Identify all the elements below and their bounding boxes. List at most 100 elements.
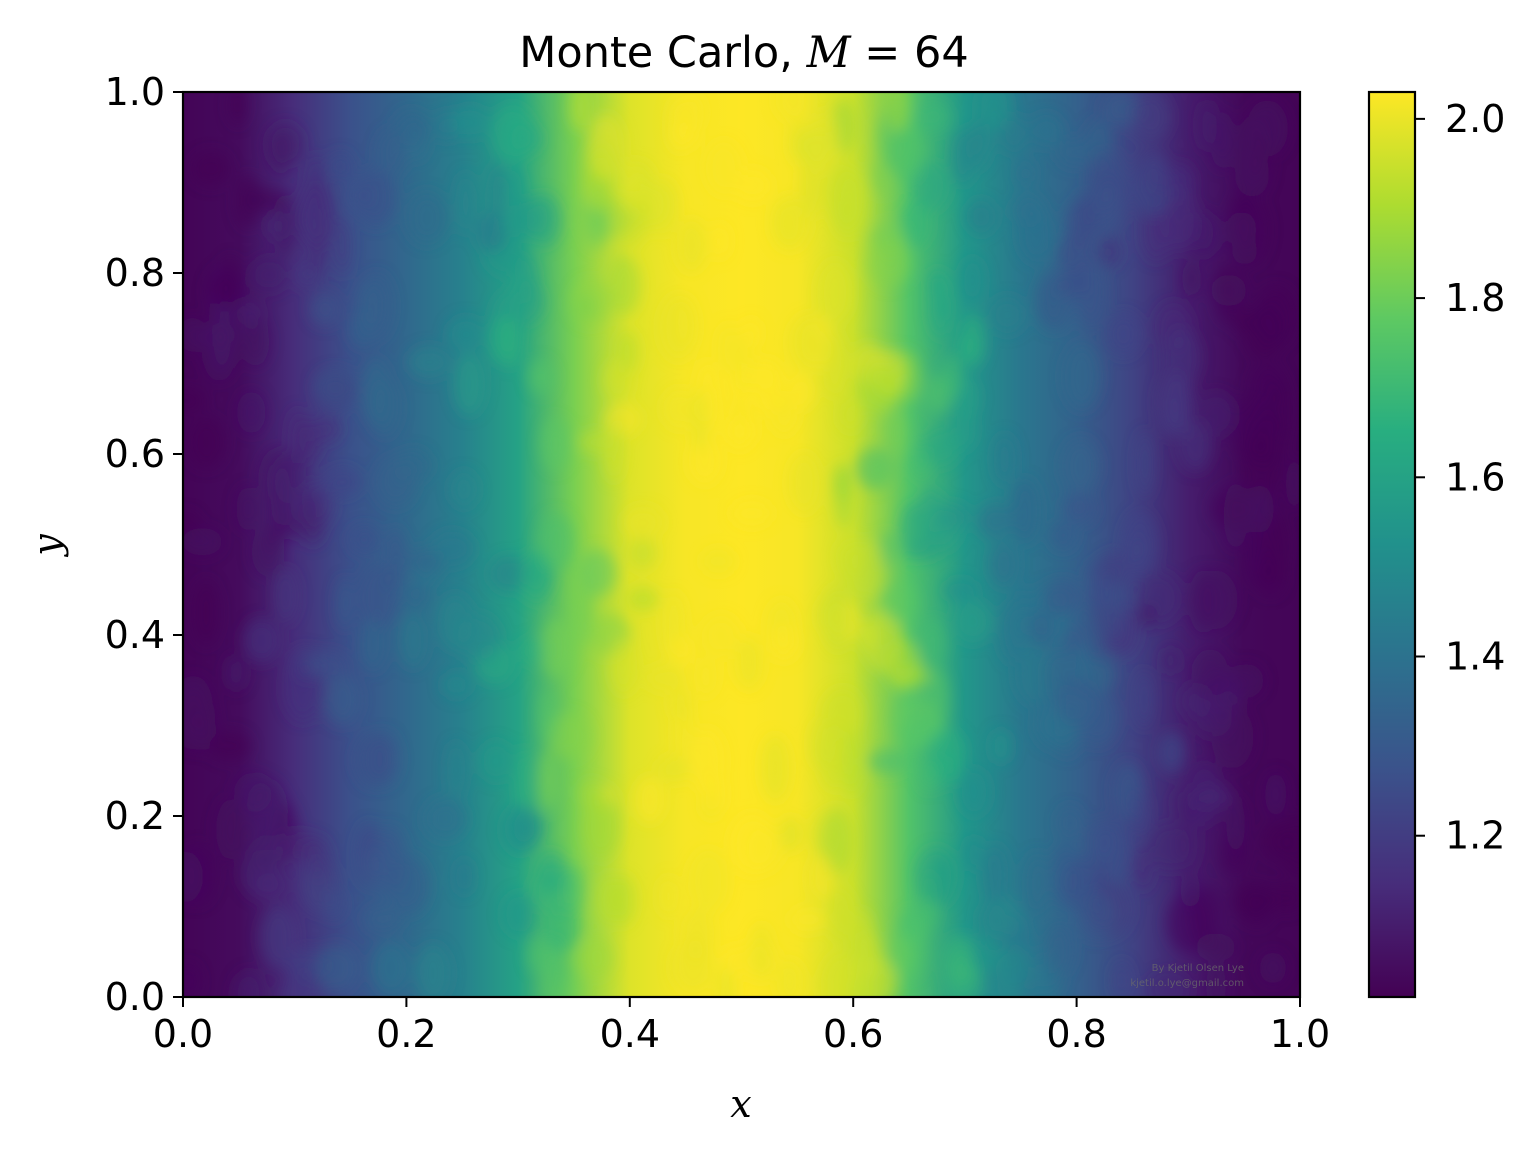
heatmap-patch — [1206, 959, 1226, 997]
heatmap-patch — [714, 966, 737, 997]
heatmap-patch — [324, 673, 361, 726]
heatmap-patch — [915, 846, 958, 905]
heatmap-patch — [669, 686, 692, 720]
heatmap-patch — [365, 849, 386, 886]
heatmap-patch — [626, 586, 659, 612]
heatmap-patch — [192, 151, 230, 186]
heatmap-patch — [1188, 569, 1220, 634]
chart-title-text: Monte Carlo, — [519, 28, 806, 78]
heatmap-patch — [808, 855, 834, 902]
heatmap-patch — [1101, 92, 1141, 128]
heatmap-patch — [1018, 206, 1055, 263]
heatmap-patch — [1255, 285, 1297, 346]
heatmap-patch — [1055, 678, 1098, 725]
heatmap-patch — [615, 160, 647, 212]
heatmap-patch — [537, 512, 575, 571]
heatmap-patch — [1226, 211, 1257, 247]
heatmap-patch — [245, 779, 288, 844]
heatmap-patch — [1161, 646, 1180, 675]
colorbar-tick-label: 1.4 — [1445, 635, 1505, 679]
heatmap-patch — [518, 551, 554, 605]
heatmap-patch — [1196, 391, 1236, 438]
heatmap-patch — [456, 613, 501, 662]
heatmap-patch — [1267, 884, 1300, 912]
heatmap-patch — [891, 933, 912, 977]
heatmap-patch — [1228, 663, 1264, 698]
heatmap-patch — [919, 617, 946, 671]
heatmap-patch — [453, 353, 486, 416]
heatmap-patch — [772, 201, 802, 249]
heatmap-patch — [364, 906, 402, 933]
heatmap-patch — [978, 503, 1014, 540]
heatmap-patch — [281, 972, 321, 997]
heatmap-patch — [695, 656, 717, 698]
heatmap-patch — [1098, 236, 1122, 268]
heatmap-patch — [1242, 433, 1280, 500]
heatmap-patch — [1226, 796, 1245, 853]
heatmap-patch — [789, 118, 806, 165]
heatmap-patch — [478, 740, 514, 782]
heatmap-patch — [610, 638, 638, 695]
heatmap-patch — [731, 500, 773, 526]
heatmap-patch — [645, 665, 686, 691]
heatmap-patch — [1011, 478, 1040, 545]
heatmap-patch — [761, 734, 790, 802]
heatmap-patch — [957, 767, 991, 818]
heatmap-patch — [959, 256, 986, 305]
y-tick-label: 0.6 — [105, 432, 165, 476]
heatmap-patch — [779, 816, 803, 852]
heatmap-patch — [1158, 731, 1186, 774]
heatmap-patch — [539, 618, 574, 679]
heatmap-patch — [486, 162, 508, 230]
heatmap-patch — [1182, 260, 1201, 297]
x-axis: 0.0 0.2 0.4 0.6 0.8 1.0 — [153, 997, 1330, 1056]
heatmap-patch — [242, 617, 281, 664]
heatmap-patch — [305, 650, 349, 680]
heatmap-patch — [1014, 640, 1052, 705]
heatmap-patch — [844, 729, 862, 796]
heatmap-patch — [582, 796, 621, 858]
heatmap-patch — [877, 368, 901, 400]
heatmap-patch — [989, 728, 1013, 765]
heatmap-patch — [1057, 138, 1091, 167]
heatmap-patch — [622, 505, 664, 539]
heatmap-patch — [1187, 763, 1222, 827]
heatmap-patch — [349, 525, 379, 554]
heatmap-patch — [394, 110, 429, 144]
heatmap-patch — [398, 612, 428, 669]
heatmap-patch — [1191, 885, 1222, 946]
heatmap-patch — [825, 585, 850, 651]
heatmap-patch — [985, 972, 1021, 997]
heatmap-patch — [369, 378, 400, 437]
heatmap-patch — [571, 279, 611, 325]
heatmap-patch — [504, 166, 526, 209]
heatmap-patch — [233, 970, 264, 997]
heatmap-patch — [236, 486, 259, 532]
heatmap-patch — [511, 123, 543, 155]
heatmap-patch — [872, 159, 890, 195]
heatmap-patch — [328, 152, 353, 181]
heatmap-patch — [899, 502, 926, 561]
heatmap-patch — [844, 538, 885, 602]
heatmap-texture — [183, 92, 1300, 997]
heatmap-patch — [742, 318, 760, 348]
heatmap-patch — [396, 449, 431, 482]
heatmap-patch — [1090, 574, 1114, 611]
heatmap-patch — [789, 314, 824, 370]
heatmap-area — [183, 92, 1300, 997]
heatmap-patch — [689, 728, 725, 793]
heatmap-patch — [635, 775, 665, 824]
heatmap-patch — [540, 417, 571, 471]
heatmap-patch — [657, 755, 692, 783]
y-axis-label: y — [25, 534, 69, 558]
heatmap-patch — [596, 875, 620, 925]
colorbar-tick-label: 1.2 — [1445, 814, 1505, 858]
heatmap-patch — [430, 531, 474, 567]
heatmap-patch — [952, 599, 993, 644]
heatmap-patch — [1044, 925, 1065, 992]
colorbar-tick-label: 1.6 — [1445, 455, 1505, 499]
watermark-line-1: By Kjetil Olsen Lye — [1152, 963, 1244, 974]
heatmap-patch — [507, 279, 545, 325]
x-tick-label: 1.0 — [1270, 1012, 1330, 1056]
